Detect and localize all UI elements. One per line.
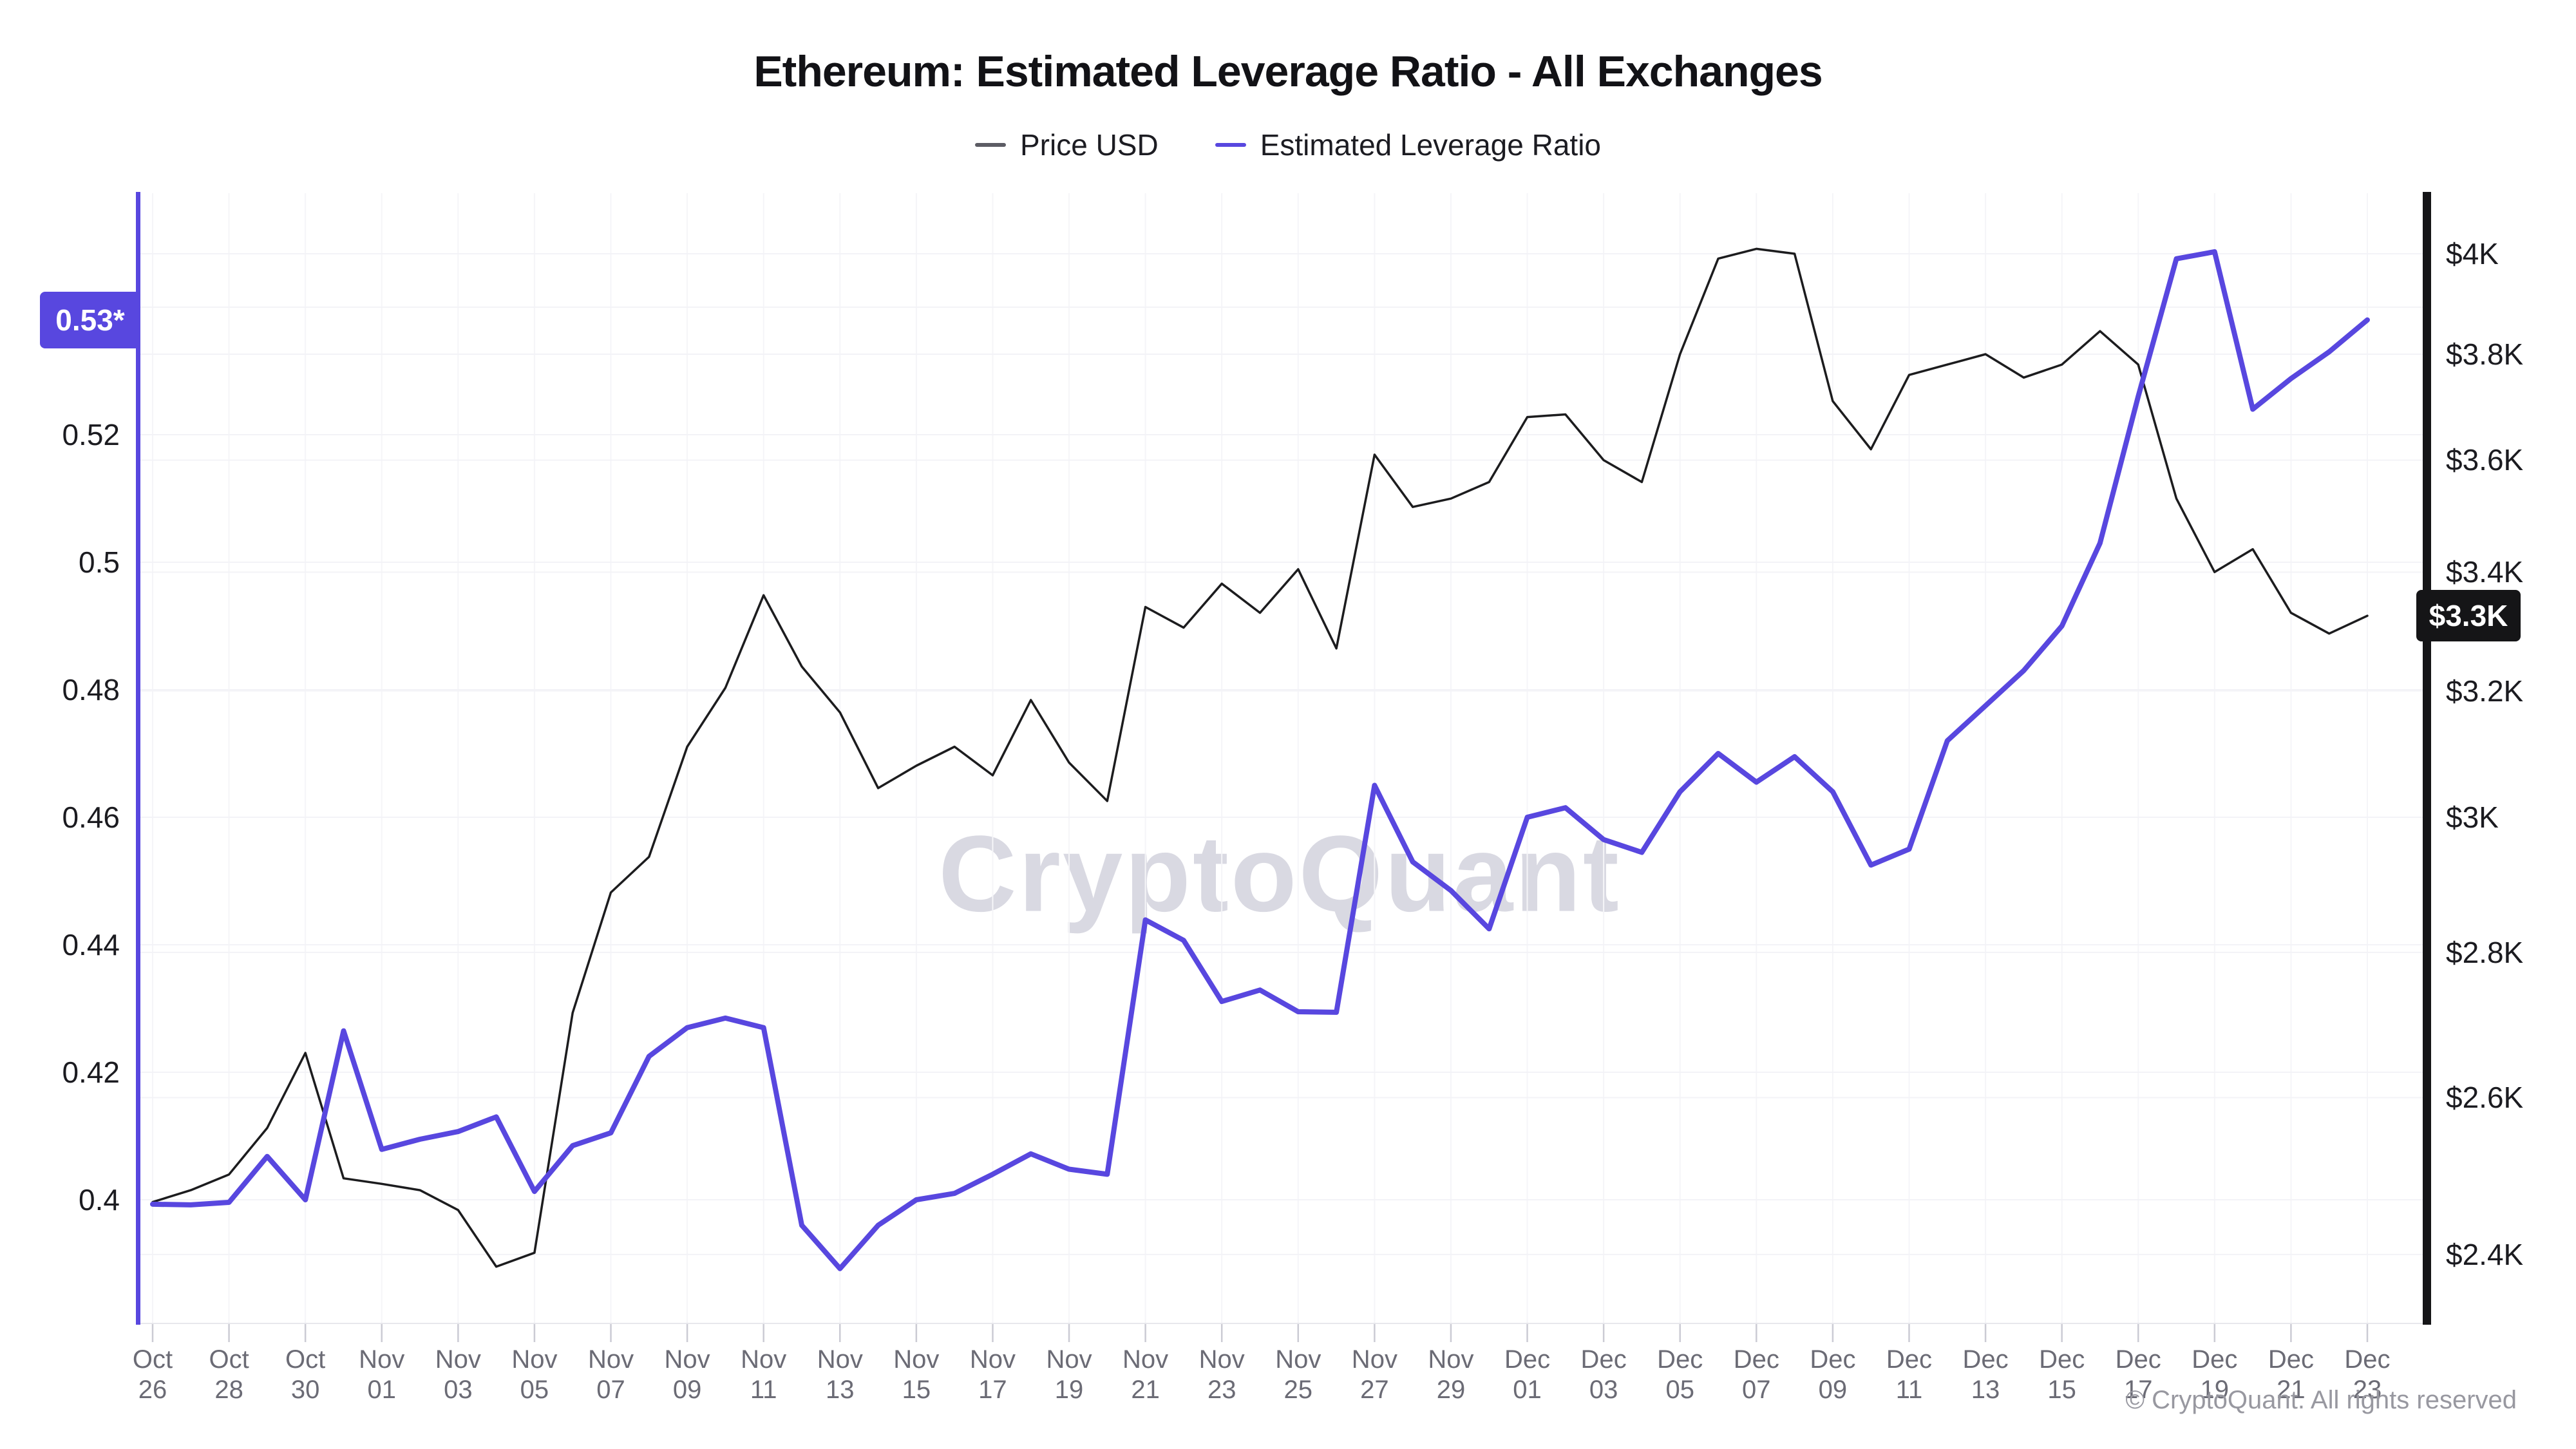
x-axis-tick-label: Nov 29 xyxy=(1428,1345,1474,1404)
x-axis-tick-label: Dec 01 xyxy=(1504,1345,1551,1404)
chart-title: Ethereum: Estimated Leverage Ratio - All… xyxy=(753,47,1823,96)
x-axis-tick-label: Nov 19 xyxy=(1046,1345,1092,1404)
left-axis-tick-label: 0.46 xyxy=(62,800,120,834)
legend-label-leverage: Estimated Leverage Ratio xyxy=(1260,128,1601,162)
left-axis-tick-label: 0.48 xyxy=(62,673,120,706)
right-axis-tick-label: $4K xyxy=(2446,237,2499,270)
x-axis-tick-label: Dec 07 xyxy=(1733,1345,1779,1404)
x-axis-tick-label: Oct 28 xyxy=(209,1345,249,1404)
x-axis-tick-label: Nov 25 xyxy=(1275,1345,1321,1404)
right-axis-tick-label: $3.8K xyxy=(2446,337,2524,372)
latest-leverage-badge: 0.53* xyxy=(40,291,140,348)
left-axis-line xyxy=(136,192,140,1325)
x-axis-tick-label: Nov 09 xyxy=(664,1345,710,1404)
right-axis-tick-label: $2.6K xyxy=(2446,1081,2524,1115)
x-axis-tick-label: Dec 09 xyxy=(1810,1345,1856,1404)
left-axis-tick-label: 0.52 xyxy=(62,418,120,451)
copyright-notice: © CryptoQuant. All rights reserved xyxy=(2125,1386,2517,1414)
left-axis-tick-label: 0.5 xyxy=(79,545,120,579)
x-axis-tick-label: Nov 23 xyxy=(1198,1345,1245,1404)
x-axis-tick-label: Dec 17 xyxy=(2115,1345,2161,1404)
right-axis-tick-label: $2.4K xyxy=(2446,1237,2524,1271)
left-axis-tick-label: 0.44 xyxy=(62,928,120,961)
x-axis-tick-label: Nov 27 xyxy=(1351,1345,1397,1404)
left-axis-tick-label: 0.4 xyxy=(79,1183,120,1217)
right-axis-tick-label: $3K xyxy=(2446,800,2499,835)
x-axis-tick-label: Nov 05 xyxy=(511,1345,558,1404)
right-axis-line xyxy=(2423,192,2431,1325)
legend: Price USD Estimated Leverage Ratio xyxy=(0,128,2576,162)
legend-item-leverage[interactable]: Estimated Leverage Ratio xyxy=(1215,128,1601,162)
x-axis-tick-label: Dec 19 xyxy=(2192,1345,2238,1404)
x-axis-tick-label: Nov 13 xyxy=(817,1345,863,1404)
price-line-swatch-icon xyxy=(974,143,1006,147)
latest-price-badge: $3.3K xyxy=(2416,590,2521,642)
x-axis-tick-label: Nov 07 xyxy=(587,1345,634,1404)
x-axis-tick-label: Nov 03 xyxy=(435,1345,481,1404)
leverage-line-swatch-icon xyxy=(1215,143,1246,147)
right-axis-tick-label: $2.8K xyxy=(2446,935,2524,969)
right-axis-tick-label: $3.4K xyxy=(2446,555,2524,589)
legend-item-price[interactable]: Price USD xyxy=(974,128,1159,162)
x-axis-tick-label: Dec 15 xyxy=(2039,1345,2085,1404)
right-axis-tick-label: $3.6K xyxy=(2446,443,2524,477)
x-axis-tick-label: Oct 30 xyxy=(285,1345,326,1404)
x-axis-tick-label: Nov 21 xyxy=(1122,1345,1169,1404)
left-axis-tick-label: 0.42 xyxy=(62,1056,120,1089)
x-axis-tick-label: Dec 05 xyxy=(1657,1345,1703,1404)
x-axis-tick-label: Dec 13 xyxy=(1962,1345,2009,1404)
x-axis-tick-label: Dec 23 xyxy=(2344,1345,2391,1404)
x-axis-tick-label: Oct 26 xyxy=(132,1345,173,1404)
x-axis-tick-label: Dec 21 xyxy=(2268,1345,2314,1404)
price-line xyxy=(151,247,2369,1268)
x-axis-tick-label: Nov 17 xyxy=(969,1345,1016,1404)
right-axis-tick-label: $3.2K xyxy=(2446,674,2524,708)
leverage-ratio-line xyxy=(150,249,2370,1271)
x-axis-tick-label: Nov 01 xyxy=(359,1345,405,1404)
x-axis-tick-label: Nov 11 xyxy=(741,1345,787,1404)
x-axis-tick-label: Nov 15 xyxy=(893,1345,940,1404)
x-axis-tick-label: Dec 03 xyxy=(1580,1345,1627,1404)
x-axis-tick-label: Dec 11 xyxy=(1886,1345,1933,1404)
legend-label-price: Price USD xyxy=(1019,128,1159,162)
